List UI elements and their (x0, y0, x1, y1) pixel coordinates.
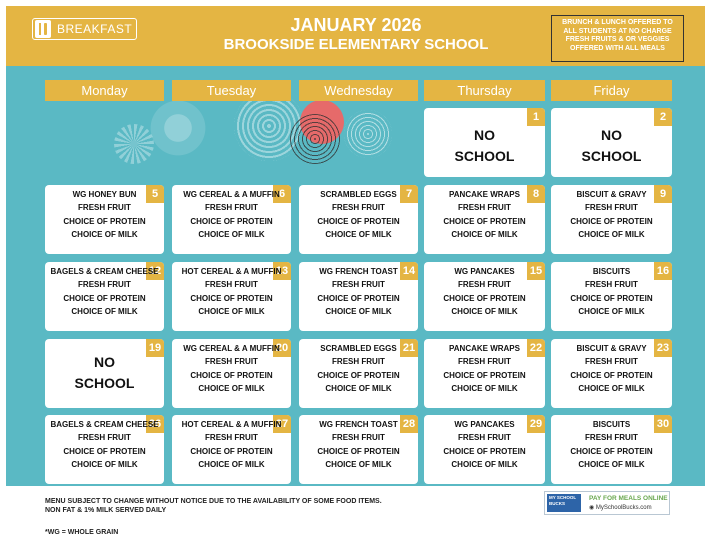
no-school-label: NO SCHOOL (454, 127, 515, 164)
day-cell: 22 PANCAKE WRAPS FRESH FRUIT CHOICE OF PRO… (424, 339, 545, 408)
day-cell: 5 WG HONEY BUN FRESH FRUIT CHOICE OF PROTE… (45, 185, 164, 254)
day-cell: 29 WG PANCAKES FRESH FRUIT CHOICE OF PROTE… (424, 415, 545, 484)
day-cell: 6 WG CEREAL & A MUFFIN FRESH FRUIT CHOICE … (172, 185, 291, 254)
myschoolbucks-badge[interactable]: MY SCHOOL BUCKS PAY FOR MEALS ONLINE ◉ M… (544, 491, 670, 515)
wg-note: *WG = WHOLE GRAIN (45, 529, 119, 536)
day-cell: 12 BAGELS & CREAM CHEESE FRESH FRUIT CHOIC… (45, 262, 164, 331)
day-cell: 20 WG CEREAL & A MUFFIN FRESH FRUIT CHOICE… (172, 339, 291, 408)
menu-items: BAGELS & CREAM CHEESE FRESH FRUIT CHOICE O… (50, 420, 159, 469)
day-cell: 16 BISCUITS FRESH FRUIT CHOICE OF PROTEIN C… (551, 262, 672, 331)
footer-note: MENU SUBJECT TO CHANGE WITHOUT NOTICE DU… (45, 498, 382, 505)
day-cell: 2 NO SCHOOL (551, 108, 672, 177)
day-number: 22 (527, 339, 545, 357)
day-number: 16 (654, 262, 672, 280)
day-cell: 23 BISCUIT & GRAVY FRESH FRUIT CHOICE OF P… (551, 339, 672, 408)
day-number: 30 (654, 415, 672, 433)
fork-knife-icon (35, 20, 51, 38)
menu-items: WG FRENCH TOAST FRESH FRUIT CHOICE OF PROT… (317, 420, 400, 469)
day-number: 27 (273, 415, 291, 433)
day-number: 12 (146, 262, 164, 280)
header-banner: BREAKFAST JANUARY 2026 BROOKSIDE ELEMENT… (6, 6, 705, 66)
day-number: 26 (146, 415, 164, 433)
day-header-tuesday: Tuesday (172, 80, 291, 101)
day-number: 14 (400, 262, 418, 280)
menu-items: WG CEREAL & A MUFFIN FRESH FRUIT CHOICE OF… (183, 190, 280, 239)
menu-items: HOT CEREAL & A MUFFIN FRESH FRUIT CHOICE O… (181, 267, 282, 316)
day-cell: 15 WG PANCAKES FRESH FRUIT CHOICE OF PROTE… (424, 262, 545, 331)
day-number: 20 (273, 339, 291, 357)
day-header-thursday: Thursday (424, 80, 545, 101)
menu-items: SCRAMBLED EGGS FRESH FRUIT CHOICE OF PROTE… (317, 190, 400, 239)
menu-items: BISCUIT & GRAVY FRESH FRUIT CHOICE OF PROT… (570, 344, 653, 393)
day-number: 13 (273, 262, 291, 280)
day-cell: 30 BISCUITS FRESH FRUIT CHOICE OF PROTEIN C… (551, 415, 672, 484)
day-cell: 21 SCRAMBLED EGGS FRESH FRUIT CHOICE OF PR… (299, 339, 418, 408)
footer: MENU SUBJECT TO CHANGE WITHOUT NOTICE DU… (6, 486, 705, 538)
day-cell: 1 NO SCHOOL (424, 108, 545, 177)
menu-items: PANCAKE WRAPS FRESH FRUIT CHOICE OF PROTEI… (443, 344, 526, 393)
menu-items: BAGELS & CREAM CHEESE FRESH FRUIT CHOICE O… (50, 267, 159, 316)
menu-items: SCRAMBLED EGGS FRESH FRUIT CHOICE OF PROTE… (317, 344, 400, 393)
menu-items: BISCUIT & GRAVY FRESH FRUIT CHOICE OF PROT… (570, 190, 653, 239)
menu-items: BISCUITS FRESH FRUIT CHOICE OF PROTEIN CHOI… (570, 267, 653, 316)
day-number: 7 (400, 185, 418, 203)
day-cell: 19 NO SCHOOL (45, 339, 164, 408)
meal-note: BRUNCH & LUNCH OFFERED TO ALL STUDENTS A… (551, 15, 684, 62)
day-number: 29 (527, 415, 545, 433)
day-number: 9 (654, 185, 672, 203)
logo-label: BREAKFAST (57, 22, 133, 36)
day-cell: 27 HOT CEREAL & A MUFFIN FRESH FRUIT CHOIC… (172, 415, 291, 484)
ornament-decoration (290, 114, 340, 164)
day-number: 28 (400, 415, 418, 433)
day-number: 5 (146, 185, 164, 203)
menu-items: WG PANCAKES FRESH FRUIT CHOICE OF PROTEIN C… (443, 267, 526, 316)
day-cell: 26 BAGELS & CREAM CHEESE FRESH FRUIT CHOIC… (45, 415, 164, 484)
day-header-wednesday: Wednesday (299, 80, 418, 101)
calendar-grid: Monday Tuesday Wednesday Thursday Friday… (6, 66, 705, 486)
day-header-friday: Friday (551, 80, 672, 101)
menu-items: WG CEREAL & A MUFFIN FRESH FRUIT CHOICE OF… (183, 344, 280, 393)
day-cell: 8 PANCAKE WRAPS FRESH FRUIT CHOICE OF PROT… (424, 185, 545, 254)
no-school-label: NO SCHOOL (581, 127, 642, 164)
menu-items: HOT CEREAL & A MUFFIN FRESH FRUIT CHOICE O… (181, 420, 282, 469)
breakfast-logo: BREAKFAST (32, 18, 137, 40)
day-number: 6 (273, 185, 291, 203)
menu-calendar: BREAKFAST JANUARY 2026 BROOKSIDE ELEMENT… (6, 6, 705, 538)
menu-items: PANCAKE WRAPS FRESH FRUIT CHOICE OF PROTEI… (443, 190, 526, 239)
myschoolbucks-url: ◉ MySchoolBucks.com (589, 505, 652, 511)
menu-items: WG HONEY BUN FRESH FRUIT CHOICE OF PROTEIN… (63, 190, 146, 239)
ornament-decoration (146, 96, 210, 160)
milk-note: NON FAT & 1% MILK SERVED DAILY (45, 507, 167, 514)
day-number: 1 (527, 108, 545, 126)
ornament-decoration (114, 124, 154, 164)
day-header-monday: Monday (45, 80, 164, 101)
school-name: BROOKSIDE ELEMENTARY SCHOOL (223, 36, 489, 53)
day-cell: 28 WG FRENCH TOAST FRESH FRUIT CHOICE OF P… (299, 415, 418, 484)
day-number: 15 (527, 262, 545, 280)
menu-items: WG FRENCH TOAST FRESH FRUIT CHOICE OF PROT… (317, 267, 400, 316)
day-number: 2 (654, 108, 672, 126)
pay-online-label: PAY FOR MEALS ONLINE (589, 495, 668, 502)
day-cell: 9 BISCUIT & GRAVY FRESH FRUIT CHOICE OF PR… (551, 185, 672, 254)
day-cell: 7 SCRAMBLED EGGS FRESH FRUIT CHOICE OF PRO… (299, 185, 418, 254)
ornament-decoration (344, 110, 392, 158)
day-number: 23 (654, 339, 672, 357)
no-school-label: NO SCHOOL (74, 354, 135, 391)
page-title: JANUARY 2026 (290, 15, 422, 35)
day-number: 21 (400, 339, 418, 357)
menu-items: BISCUITS FRESH FRUIT CHOICE OF PROTEIN CHOI… (570, 420, 653, 469)
day-number: 8 (527, 185, 545, 203)
myschoolbucks-logo: MY SCHOOL BUCKS (547, 494, 581, 512)
day-cell: 13 HOT CEREAL & A MUFFIN FRESH FRUIT CHOIC… (172, 262, 291, 331)
menu-items: WG PANCAKES FRESH FRUIT CHOICE OF PROTEIN C… (443, 420, 526, 469)
day-number: 19 (146, 339, 164, 357)
day-cell: 14 WG FRENCH TOAST FRESH FRUIT CHOICE OF P… (299, 262, 418, 331)
